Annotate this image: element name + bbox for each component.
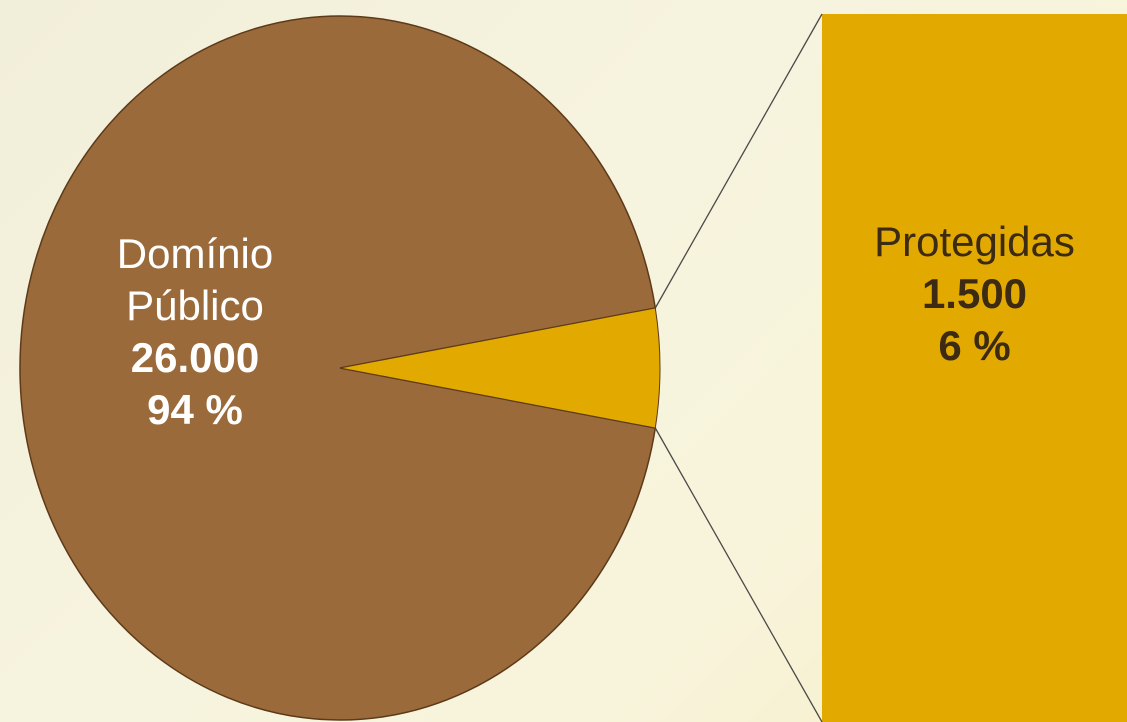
slice-value: 26.000: [130, 334, 260, 381]
slice-percent: 94 %: [147, 386, 243, 433]
label-dominio-publico: Domínio Público 26.000 94 %: [70, 228, 320, 436]
pie-slice-dominio-publico: [19, 15, 657, 721]
bar-percent: 6 %: [938, 322, 1011, 369]
slice-name-line-2: Público: [126, 282, 264, 329]
connector-line-bottom: [654, 427, 823, 722]
label-protegidas: Protegidas 1.500 6 %: [822, 216, 1127, 372]
bar-protegidas: [822, 14, 1127, 722]
connector-line-top: [654, 13, 823, 309]
pie-slice-protegidas: [339, 307, 661, 429]
bar-value: 1.500: [921, 270, 1028, 317]
slice-name-line-1: Domínio: [116, 230, 274, 277]
bar-name: Protegidas: [874, 218, 1075, 265]
